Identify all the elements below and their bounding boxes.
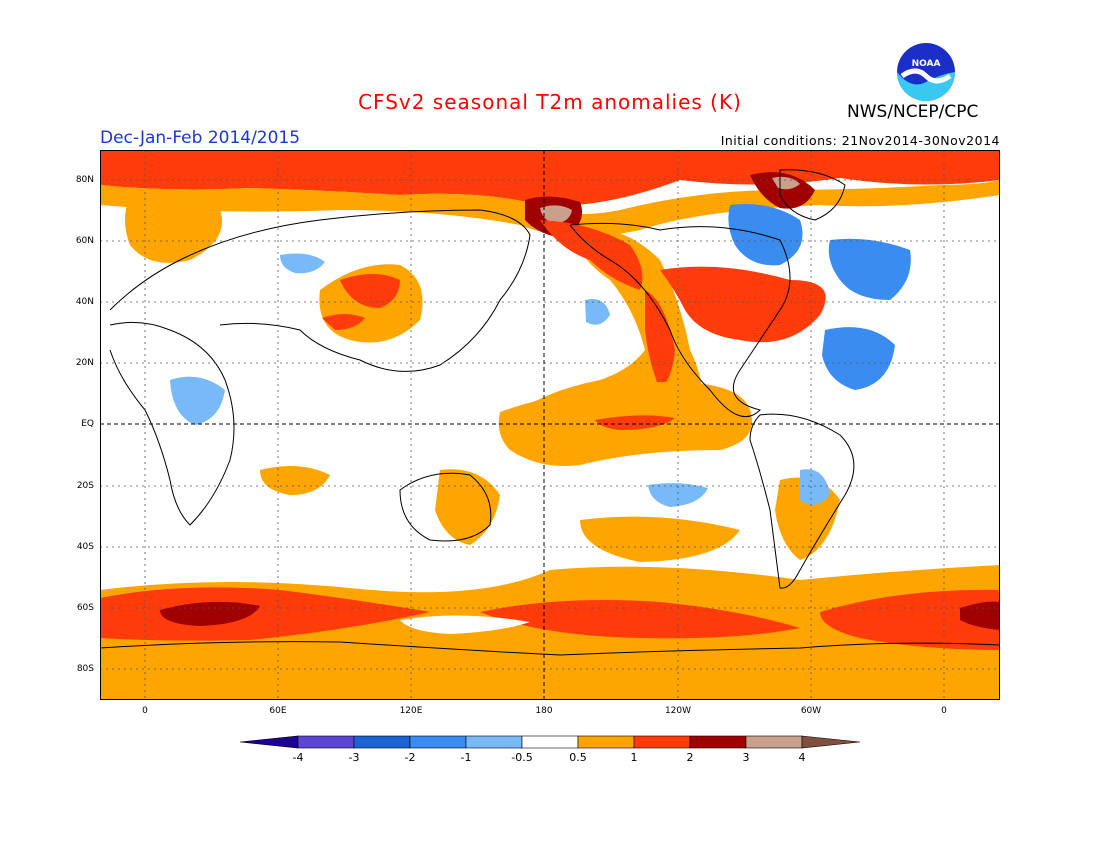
anomaly-southern-dark-2	[960, 601, 1000, 630]
colorbar-label: 2	[686, 751, 694, 764]
colorbar-cell	[577, 735, 635, 749]
lon-label: 60W	[800, 706, 822, 716]
lon-label: 0	[941, 706, 947, 716]
coast-africa	[109, 321, 235, 526]
anomaly-north-atlantic-blue	[822, 327, 895, 390]
coast-south-america	[749, 413, 855, 589]
lat-label: 60N	[75, 236, 94, 246]
anomaly-arctic-band	[100, 150, 1000, 206]
colorbar-label: -1	[460, 751, 472, 764]
colorbar-cell	[465, 735, 523, 749]
lat-label: 40S	[76, 542, 94, 552]
colorbar-cell	[521, 735, 579, 749]
colorbar-label: -3	[348, 751, 360, 764]
lat-label: 40N	[75, 297, 94, 307]
anomaly-southern-white-gap	[400, 615, 530, 634]
anomaly-indian-orange	[260, 466, 330, 495]
coast-greenland	[779, 169, 846, 221]
season-label: Dec-Jan-Feb 2014/2015	[100, 128, 301, 148]
noaa-logo-text: NOAA	[912, 59, 941, 69]
lon-label: 60E	[269, 706, 287, 716]
lon-label: 120E	[399, 706, 423, 716]
anomaly-europe-orange	[125, 194, 222, 263]
colorbar-label: -0.5	[511, 751, 533, 764]
lat-label: 80S	[76, 664, 94, 674]
initial-conditions-label: Initial conditions: 21Nov2014-30Nov2014	[720, 133, 1000, 148]
anomaly-southern-red	[100, 587, 430, 641]
anomaly-map	[100, 150, 1000, 700]
anomaly-siberia-blue	[280, 253, 325, 274]
anomaly-south-pacific-blue	[648, 483, 708, 507]
map-title: CFSv2 seasonal T2m anomalies (K)	[358, 90, 742, 114]
coast-australia	[399, 472, 492, 542]
lon-label: 120W	[664, 706, 692, 716]
anomaly-atlantic-blue	[828, 238, 911, 300]
colorbar-cell	[297, 735, 355, 749]
anomaly-na-tongue-red	[645, 290, 675, 390]
coast-eurasia	[109, 209, 531, 372]
colorbar-cell	[745, 735, 803, 749]
anomaly-asia-red	[340, 274, 400, 308]
lat-label: 60S	[76, 603, 94, 613]
anomaly-subtropic-pacific	[580, 516, 740, 562]
lat-label: 20S	[76, 481, 94, 491]
lon-label: 180	[535, 706, 553, 716]
anomaly-pacific-blue	[585, 299, 610, 325]
colorbar-cell	[801, 735, 861, 749]
anomaly-southern-red-3	[820, 589, 1000, 650]
anomaly-sa-blue	[800, 469, 830, 505]
lon-label: 0	[142, 706, 148, 716]
colorbar	[239, 735, 861, 749]
lat-label: 20N	[75, 358, 94, 368]
noaa-logo: NOAA	[896, 42, 956, 106]
colorbar-cell	[633, 735, 691, 749]
lat-label: EQ	[81, 419, 94, 429]
anomaly-greenland-dark	[750, 172, 815, 209]
anomaly-alaska-red	[540, 220, 643, 290]
coast-north-america	[569, 222, 791, 418]
colorbar-label: 3	[742, 751, 750, 764]
colorbar-label: 4	[798, 751, 806, 764]
colorbar-cell	[239, 735, 299, 749]
colorbar-cell	[689, 735, 747, 749]
anomaly-australia-orange	[435, 469, 500, 545]
colorbar-label: -2	[404, 751, 416, 764]
colorbar-label: 1	[630, 751, 638, 764]
anomaly-africa-blue	[170, 376, 225, 425]
colorbar-label: -4	[292, 751, 304, 764]
equator-dateline	[100, 150, 1000, 700]
anomaly-tropical-red	[595, 415, 675, 430]
coast-antarctica	[100, 641, 1000, 656]
anomaly-asia-red-2	[322, 314, 365, 330]
graticule	[100, 150, 1000, 700]
colorbar-cell	[409, 735, 467, 749]
colorbar-label: 0.5	[569, 751, 587, 764]
anomaly-southern-red-2	[480, 599, 800, 639]
anomaly-bering-brown	[540, 205, 572, 224]
lat-label: 80N	[75, 175, 94, 185]
colorbar-cell	[353, 735, 411, 749]
anomaly-na-red	[660, 266, 826, 343]
coastlines	[100, 169, 1000, 656]
agency-label: NWS/NCEP/CPC	[847, 102, 979, 122]
